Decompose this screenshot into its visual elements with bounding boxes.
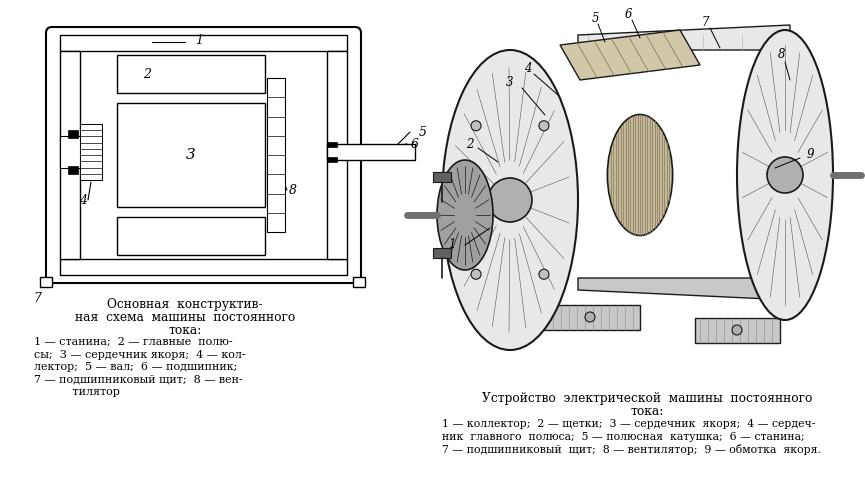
Text: тока:: тока: [631,405,663,418]
Ellipse shape [437,160,493,270]
Bar [117,55,265,93]
Text: 7 — подшипниковый  щит;  8 — вентилятор;  9 — обмотка  якоря.: 7 — подшипниковый щит; 8 — вентилятор; 9… [442,444,821,455]
Bar [327,157,337,162]
Text: тилятор: тилятор [34,387,120,397]
Bar [267,78,285,232]
Polygon shape [560,30,700,80]
Text: 1 — станина;  2 — главные  полю-: 1 — станина; 2 — главные полю- [34,337,233,347]
Bar [117,103,265,207]
FancyBboxPatch shape [46,27,361,283]
Polygon shape [578,25,790,50]
Text: ник  главного  полюса;  5 — полюсная  катушка;  6 — станина;: ник главного полюса; 5 — полюсная катушк… [442,431,804,442]
Bar [60,136,80,168]
Bar [695,318,780,343]
Bar [60,35,347,51]
Text: 2: 2 [143,67,151,80]
Text: 5: 5 [592,12,599,25]
Text: Основная  конструктив-: Основная конструктив- [107,298,263,311]
Bar [433,248,451,258]
Text: 7 — подшипниковый щит;  8 — вен-: 7 — подшипниковый щит; 8 — вен- [34,375,243,385]
Bar [433,172,451,182]
Text: 5: 5 [419,125,427,138]
Bar [327,51,347,259]
Text: 1: 1 [448,239,456,252]
Text: 4: 4 [79,193,87,206]
Bar [80,124,102,180]
Circle shape [471,121,481,131]
Bar [353,277,365,287]
Text: Устройство  электрической  машины  постоянного: Устройство электрической машины постоянн… [482,392,812,405]
Text: 7: 7 [702,15,708,28]
Bar [540,305,640,330]
Text: 6: 6 [625,9,631,22]
Bar [68,166,78,174]
Text: 3: 3 [506,76,514,89]
Text: 1 — коллектор;  2 — щетки;  3 — сердечник  якоря;  4 — сердеч-: 1 — коллектор; 2 — щетки; 3 — сердечник … [442,419,816,429]
Text: ная  схема  машины  постоянного: ная схема машины постоянного [75,311,295,324]
Text: 4: 4 [524,62,532,75]
Text: 1: 1 [195,35,203,48]
Text: сы;  3 — сердечник якоря;  4 — кол-: сы; 3 — сердечник якоря; 4 — кол- [34,349,246,360]
Bar [117,217,265,255]
Polygon shape [578,278,790,300]
Text: 2: 2 [466,138,474,151]
Bar [40,277,52,287]
Text: лектор;  5 — вал;  6 — подшипник;: лектор; 5 — вал; 6 — подшипник; [34,362,237,372]
Bar [68,130,78,138]
Circle shape [585,312,595,322]
Bar [327,142,337,147]
Bar [327,144,415,160]
Circle shape [767,157,803,193]
Text: 7: 7 [33,293,41,306]
Circle shape [471,269,481,279]
Bar [60,259,347,275]
Circle shape [539,121,549,131]
Text: 9: 9 [806,148,814,161]
Ellipse shape [607,115,673,236]
Ellipse shape [737,30,833,320]
Text: тока:: тока: [169,324,202,337]
Bar [60,51,80,259]
Circle shape [732,325,742,335]
Ellipse shape [442,50,578,350]
Circle shape [539,269,549,279]
Text: 8: 8 [289,184,297,197]
Text: 3: 3 [186,148,195,162]
Circle shape [488,178,532,222]
Text: 8: 8 [778,49,785,62]
Text: 6: 6 [411,137,419,150]
